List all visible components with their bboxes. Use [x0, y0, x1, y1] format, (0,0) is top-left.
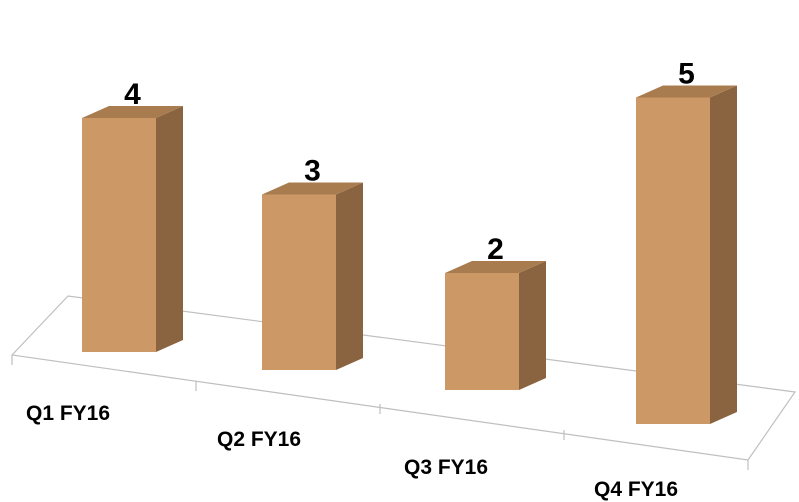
data-label: 3 [304, 155, 321, 188]
bar-top-face [82, 106, 183, 118]
data-labels-group: 4 3 2 5 [124, 58, 695, 267]
chart-floor [10, 295, 797, 470]
bar-q3-fy16 [445, 261, 546, 390]
bar-top-face [636, 85, 737, 98]
bar-front-face [636, 97, 710, 424]
bar-side-face [156, 106, 183, 352]
bar-q2-fy16 [262, 182, 363, 370]
bar-q1-fy16 [82, 106, 183, 352]
bar-side-face [336, 182, 363, 370]
category-label: Q2 FY16 [217, 428, 301, 451]
bars-group [82, 85, 737, 424]
category-labels-group: Q1 FY16 Q2 FY16 Q3 FY16 Q4 FY16 [26, 402, 678, 501]
data-label: 2 [487, 233, 504, 266]
bar-side-face [710, 85, 737, 424]
bar-front-face [445, 273, 519, 390]
category-label: Q3 FY16 [404, 456, 488, 479]
bar-side-face [519, 261, 546, 390]
bar-front-face [262, 194, 336, 370]
data-label: 4 [124, 78, 141, 111]
data-label: 5 [678, 58, 695, 91]
category-label: Q4 FY16 [594, 478, 678, 501]
floor-plane [10, 295, 797, 461]
bar-top-face [445, 261, 546, 273]
bar-q4-fy16 [636, 85, 737, 424]
bar-top-face [262, 182, 363, 195]
category-label: Q1 FY16 [26, 402, 110, 425]
bar-front-face [82, 118, 156, 352]
